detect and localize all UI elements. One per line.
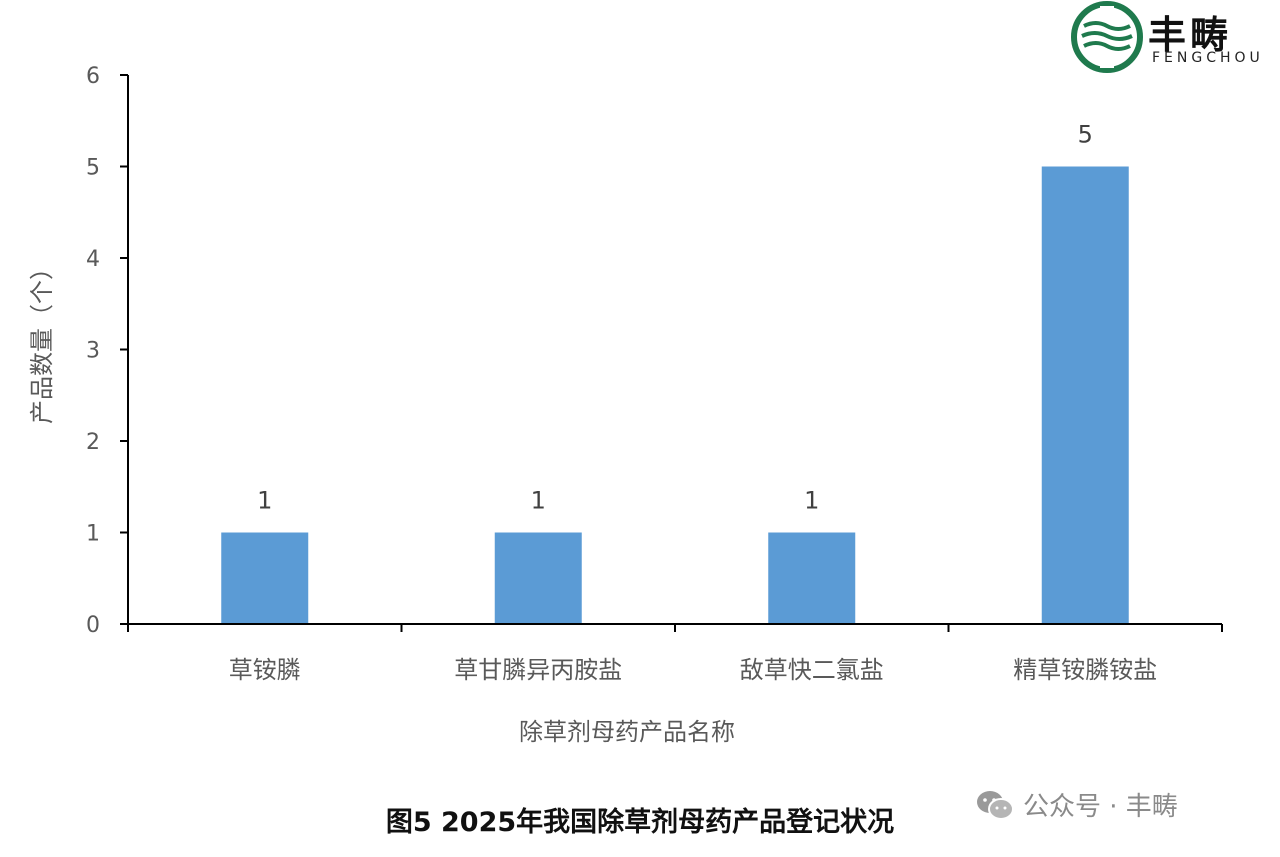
- category-label: 草铵膦: [229, 656, 301, 684]
- data-label: 1: [804, 487, 819, 515]
- fengchou-emblem-icon: [1071, 1, 1143, 73]
- brand-logo: 丰畴 FENGCHOU: [1070, 0, 1280, 74]
- bar: [494, 532, 582, 624]
- y-tick-label: 1: [86, 522, 100, 547]
- data-label: 1: [531, 487, 546, 515]
- category-label: 草甘膦异丙胺盐: [454, 656, 622, 684]
- bars: [221, 166, 1129, 624]
- category-label: 精草铵膦铵盐: [1013, 656, 1157, 684]
- y-tick-label: 6: [86, 64, 100, 89]
- category-label: 敌草快二氯盐: [740, 656, 884, 684]
- data-labels: 1 1 1 5: [257, 121, 1093, 515]
- y-tick-label: 0: [86, 613, 100, 638]
- data-label: 5: [1078, 121, 1093, 149]
- brand-name: 丰畴: [1148, 12, 1233, 57]
- y-tick-label: 2: [86, 430, 100, 455]
- y-tick-label: 3: [86, 339, 100, 364]
- bar: [768, 532, 856, 624]
- wechat-icon: [977, 790, 1014, 820]
- y-axis-ticks: 0 1 2 3 4 5 6: [86, 64, 128, 638]
- x-axis-title: 除草剂母药产品名称: [519, 718, 735, 746]
- wechat-watermark: 公众号 · 丰畴: [975, 786, 1178, 823]
- bar: [221, 532, 309, 624]
- bar-chart: 0 1 2 3 4 5 6 1 1 1 5 草铵膦 草甘膦异丙胺盐 敌草快二氯盐 精草铵膦铵盐 产品数量…: [28, 64, 1223, 746]
- y-tick-label: 5: [86, 156, 100, 181]
- x-axis-ticks: [127, 624, 1223, 632]
- figure-caption: 图5 2025年我国除草剂母药产品登记状况: [385, 807, 895, 838]
- y-axis-title: 产品数量（个）: [28, 256, 56, 424]
- y-tick-label: 4: [86, 247, 100, 272]
- category-labels: 草铵膦 草甘膦异丙胺盐 敌草快二氯盐 精草铵膦铵盐: [229, 656, 1158, 684]
- brand-subtitle: FENGCHOU: [1152, 50, 1264, 66]
- watermark-text: 公众号 · 丰畴: [1023, 792, 1178, 822]
- bar: [1041, 166, 1129, 624]
- data-label: 1: [257, 487, 272, 515]
